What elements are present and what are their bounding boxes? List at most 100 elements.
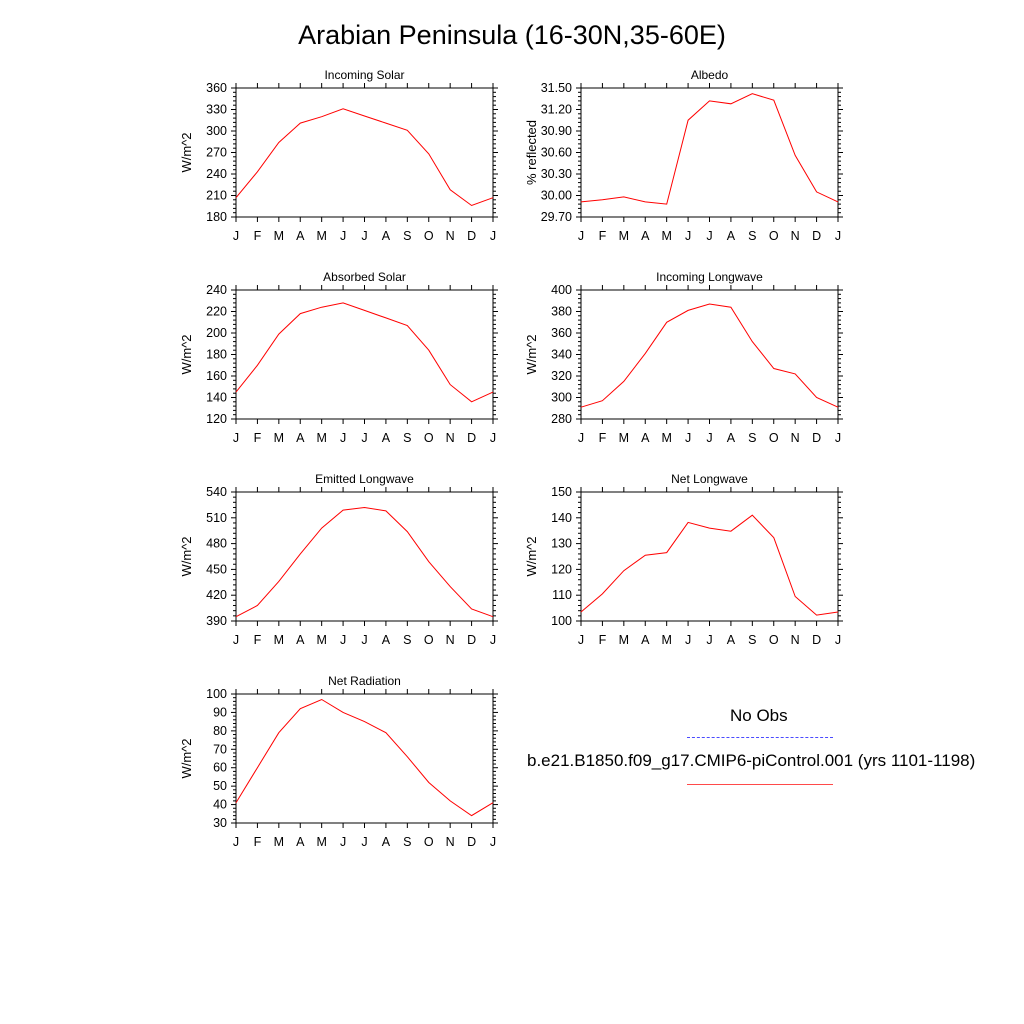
series-line-model xyxy=(235,108,494,207)
x-tick-label: J xyxy=(490,229,496,243)
x-tick-label: M xyxy=(316,835,326,849)
panel-incoming-longwave: Incoming Longwave W/m^2 280 300 320 340 360 380… xyxy=(524,270,843,445)
x-tick-label: S xyxy=(403,229,411,243)
x-tick-label: J xyxy=(233,431,239,445)
x-tick-label: N xyxy=(446,229,455,243)
plot-frame xyxy=(235,87,494,218)
x-tick-label: D xyxy=(812,431,821,445)
y-tick-label: 30.90 xyxy=(541,124,572,138)
panel-title: Incoming Longwave xyxy=(656,270,763,284)
x-tick-label: O xyxy=(424,835,434,849)
x-tick-label: O xyxy=(769,431,779,445)
figure-title: Arabian Peninsula (16-30N,35-60E) xyxy=(298,20,726,50)
x-tick-label: M xyxy=(619,633,629,647)
y-tick-label: 140 xyxy=(206,391,227,405)
x-tick-label: A xyxy=(727,229,736,243)
x-tick-label: M xyxy=(274,835,284,849)
x-tick-label: J xyxy=(340,431,346,445)
series-line-model xyxy=(235,506,494,618)
x-tick-label: J xyxy=(361,229,367,243)
x-tick-label: J xyxy=(685,229,691,243)
x-tick-label: M xyxy=(661,431,671,445)
y-tick-label: 270 xyxy=(206,146,227,160)
x-tick-label: J xyxy=(490,431,496,445)
x-tick-label: M xyxy=(316,229,326,243)
x-tick-label: S xyxy=(748,431,756,445)
x-tick-label: O xyxy=(424,229,434,243)
y-tick-label: 100 xyxy=(206,687,227,701)
y-axis-label: W/m^2 xyxy=(179,738,194,778)
x-tick-label: A xyxy=(382,229,391,243)
x-tick-label: A xyxy=(296,431,305,445)
x-tick-label: J xyxy=(233,835,239,849)
y-tick-label: 450 xyxy=(206,562,227,576)
plot-frame xyxy=(235,491,494,622)
y-tick-label: 140 xyxy=(551,511,572,525)
series-line-model xyxy=(235,698,494,817)
legend-model-label: b.e21.B1850.f09_g17.CMIP6-piControl.001 … xyxy=(527,751,976,770)
y-tick-label: 130 xyxy=(551,537,572,551)
y-tick-label: 480 xyxy=(206,537,227,551)
series-line-model xyxy=(580,303,839,408)
y-tick-label: 220 xyxy=(206,305,227,319)
x-tick-label: N xyxy=(791,633,800,647)
x-tick-label: O xyxy=(769,633,779,647)
y-tick-label: 280 xyxy=(551,412,572,426)
x-tick-label: J xyxy=(835,229,841,243)
x-tick-label: A xyxy=(382,633,391,647)
y-tick-label: 200 xyxy=(206,326,227,340)
y-tick-label: 90 xyxy=(213,705,227,719)
x-tick-label: J xyxy=(233,633,239,647)
x-tick-label: A xyxy=(641,633,650,647)
x-tick-label: A xyxy=(382,835,391,849)
y-tick-label: 70 xyxy=(213,742,227,756)
x-tick-label: D xyxy=(467,633,476,647)
x-tick-label: F xyxy=(254,431,262,445)
panel-title: Net Radiation xyxy=(328,674,401,688)
y-tick-label: 360 xyxy=(206,81,227,95)
y-tick-label: 150 xyxy=(551,485,572,499)
y-tick-label: 30 xyxy=(213,816,227,830)
y-tick-label: 390 xyxy=(206,614,227,628)
x-tick-label: J xyxy=(340,229,346,243)
y-tick-label: 120 xyxy=(206,412,227,426)
x-tick-label: J xyxy=(706,633,712,647)
x-tick-label: O xyxy=(769,229,779,243)
x-tick-label: N xyxy=(446,633,455,647)
y-axis-label: W/m^2 xyxy=(179,132,194,172)
panel-title: Net Longwave xyxy=(671,472,748,486)
y-tick-label: 30.30 xyxy=(541,167,572,181)
x-tick-label: J xyxy=(685,633,691,647)
x-tick-label: M xyxy=(619,431,629,445)
panel-title: Absorbed Solar xyxy=(323,270,406,284)
x-tick-label: S xyxy=(748,229,756,243)
panel-title: Emitted Longwave xyxy=(315,472,414,486)
x-tick-label: F xyxy=(599,229,607,243)
x-tick-label: M xyxy=(316,633,326,647)
x-tick-label: F xyxy=(599,431,607,445)
panel-emitted-longwave: Emitted Longwave W/m^2 390 420 450 480 510 540 J… xyxy=(179,472,498,647)
y-tick-label: 180 xyxy=(206,348,227,362)
y-tick-label: 210 xyxy=(206,189,227,203)
y-tick-label: 60 xyxy=(213,761,227,775)
x-tick-label: F xyxy=(599,633,607,647)
y-tick-label: 240 xyxy=(206,167,227,181)
x-tick-label: N xyxy=(791,229,800,243)
plot-frame xyxy=(580,289,839,420)
y-tick-label: 100 xyxy=(551,614,572,628)
x-tick-label: M xyxy=(619,229,629,243)
y-axis-label: W/m^2 xyxy=(524,536,539,576)
x-tick-label: J xyxy=(361,835,367,849)
x-tick-label: S xyxy=(748,633,756,647)
y-axis-label: W/m^2 xyxy=(179,536,194,576)
y-tick-label: 80 xyxy=(213,724,227,738)
x-tick-label: M xyxy=(274,633,284,647)
y-tick-label: 31.50 xyxy=(541,81,572,95)
x-tick-label: M xyxy=(661,633,671,647)
panel-title: Albedo xyxy=(691,68,729,82)
y-tick-label: 360 xyxy=(551,326,572,340)
x-tick-label: M xyxy=(274,229,284,243)
x-tick-label: A xyxy=(296,633,305,647)
